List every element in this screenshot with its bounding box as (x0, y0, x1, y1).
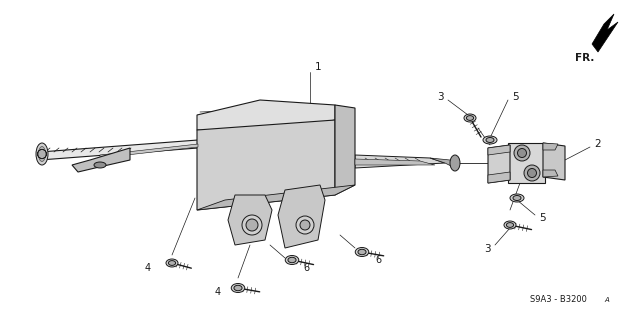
Ellipse shape (300, 220, 310, 230)
Polygon shape (355, 155, 445, 168)
Ellipse shape (513, 196, 521, 201)
Ellipse shape (506, 223, 514, 227)
Text: 5: 5 (512, 92, 518, 102)
Text: S9A3 - B3200: S9A3 - B3200 (530, 295, 587, 305)
Polygon shape (543, 143, 558, 150)
Polygon shape (488, 145, 510, 183)
Ellipse shape (246, 219, 258, 231)
Polygon shape (72, 148, 130, 172)
Polygon shape (40, 140, 198, 160)
Ellipse shape (38, 146, 45, 161)
Ellipse shape (355, 248, 369, 256)
Text: 2: 2 (594, 139, 600, 149)
Ellipse shape (234, 285, 242, 291)
Polygon shape (488, 172, 510, 183)
Polygon shape (278, 185, 325, 248)
Polygon shape (100, 144, 198, 158)
Ellipse shape (514, 145, 530, 161)
Text: 1: 1 (315, 62, 322, 72)
Polygon shape (355, 159, 435, 165)
Ellipse shape (168, 261, 175, 265)
Ellipse shape (467, 115, 474, 120)
Text: 4: 4 (145, 263, 151, 273)
Text: 5: 5 (539, 213, 546, 223)
Ellipse shape (483, 136, 497, 144)
Ellipse shape (166, 259, 178, 267)
Ellipse shape (504, 221, 516, 229)
Text: 6: 6 (375, 255, 381, 265)
Ellipse shape (296, 216, 314, 234)
Polygon shape (508, 143, 545, 183)
Ellipse shape (518, 149, 527, 158)
Text: 3: 3 (437, 92, 444, 102)
Polygon shape (197, 100, 335, 135)
Polygon shape (228, 195, 272, 245)
Polygon shape (543, 170, 558, 177)
Polygon shape (197, 185, 355, 210)
Ellipse shape (242, 215, 262, 235)
Polygon shape (430, 158, 455, 168)
Ellipse shape (450, 155, 460, 171)
Ellipse shape (524, 165, 540, 181)
Text: 4: 4 (215, 287, 221, 297)
Text: 6: 6 (303, 263, 309, 273)
Ellipse shape (464, 114, 476, 122)
Polygon shape (592, 14, 618, 52)
Polygon shape (335, 105, 355, 195)
Text: 3: 3 (484, 244, 491, 254)
Ellipse shape (288, 257, 296, 263)
Ellipse shape (527, 168, 536, 177)
Text: A: A (604, 297, 609, 303)
Ellipse shape (358, 249, 366, 255)
Ellipse shape (94, 162, 106, 168)
Ellipse shape (231, 284, 244, 293)
Ellipse shape (510, 194, 524, 202)
Ellipse shape (486, 137, 494, 143)
Polygon shape (197, 120, 335, 210)
Polygon shape (488, 145, 510, 155)
Polygon shape (543, 143, 565, 180)
Text: FR.: FR. (575, 53, 595, 63)
Ellipse shape (285, 256, 299, 264)
Ellipse shape (36, 143, 48, 165)
